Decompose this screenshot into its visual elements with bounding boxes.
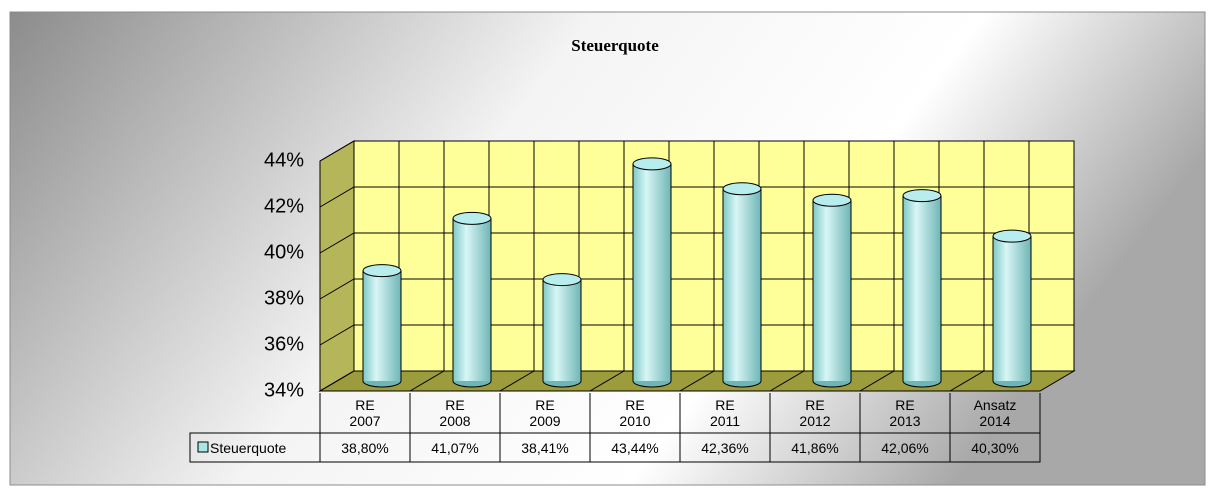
x-tick-label: RE 2007 <box>349 397 381 429</box>
legend-key <box>197 441 209 453</box>
bar <box>542 273 582 388</box>
bar-body <box>543 279 581 381</box>
bar <box>812 193 852 388</box>
bar-top <box>632 157 672 171</box>
y-tick-label: 42% <box>264 195 304 217</box>
floor-grid <box>769 370 805 392</box>
floor-grid <box>409 370 445 392</box>
bar-body <box>813 200 851 381</box>
floor-grid <box>859 370 895 392</box>
bar-body <box>903 195 941 381</box>
floor-grid <box>679 370 715 392</box>
bar <box>632 157 672 388</box>
bar-body <box>723 188 761 381</box>
bar-top <box>452 211 492 225</box>
bar-body <box>363 270 401 381</box>
y-tick-label: 40% <box>264 241 304 263</box>
table-border <box>189 432 320 463</box>
bar-body <box>993 236 1031 381</box>
chart-title: Steuerquote <box>571 36 659 55</box>
bar-body <box>633 163 671 381</box>
x-tick-label: RE 2013 <box>889 397 921 429</box>
side-wall <box>319 140 355 392</box>
x-tick-label: RE 2008 <box>439 397 471 429</box>
data-table-value: 38,80% <box>341 439 389 456</box>
x-tick-label: Ansatz 2014 <box>973 397 1017 429</box>
grid-line <box>319 140 1074 162</box>
bar-top <box>902 189 942 203</box>
data-table-value: 41,86% <box>791 439 839 456</box>
data-table-value: 41,07% <box>431 439 479 456</box>
bar-top <box>362 264 402 278</box>
data-table-value: 38,41% <box>521 439 569 456</box>
bar <box>992 229 1032 388</box>
x-tick-label: RE 2012 <box>799 397 831 429</box>
legend-label: Steuerquote <box>210 439 287 456</box>
bar <box>452 211 492 388</box>
x-tick-label: RE 2009 <box>529 397 561 429</box>
floor-grid <box>589 370 625 392</box>
floor-grid <box>499 370 535 392</box>
data-table-value: 43,44% <box>611 439 659 456</box>
y-tick-label: 36% <box>264 333 304 355</box>
data-table-value: 42,36% <box>701 439 749 456</box>
data-table-value: 42,06% <box>881 439 929 456</box>
floor-grid <box>949 370 985 392</box>
x-tick-label: RE 2011 <box>709 397 741 429</box>
bar-body <box>453 218 491 381</box>
bar-top <box>812 193 852 207</box>
bar-top <box>992 229 1032 243</box>
x-tick-label: RE 2010 <box>619 397 651 429</box>
bar-top <box>722 182 762 196</box>
bar <box>362 264 402 388</box>
grid-line <box>319 186 1074 208</box>
y-tick-label: 38% <box>264 287 304 309</box>
y-tick-label: 34% <box>264 379 304 401</box>
y-tick-label: 44% <box>264 149 304 171</box>
data-table-value: 40,30% <box>971 439 1019 456</box>
bar <box>902 189 942 388</box>
bar-top <box>542 273 582 287</box>
bar <box>722 182 762 388</box>
